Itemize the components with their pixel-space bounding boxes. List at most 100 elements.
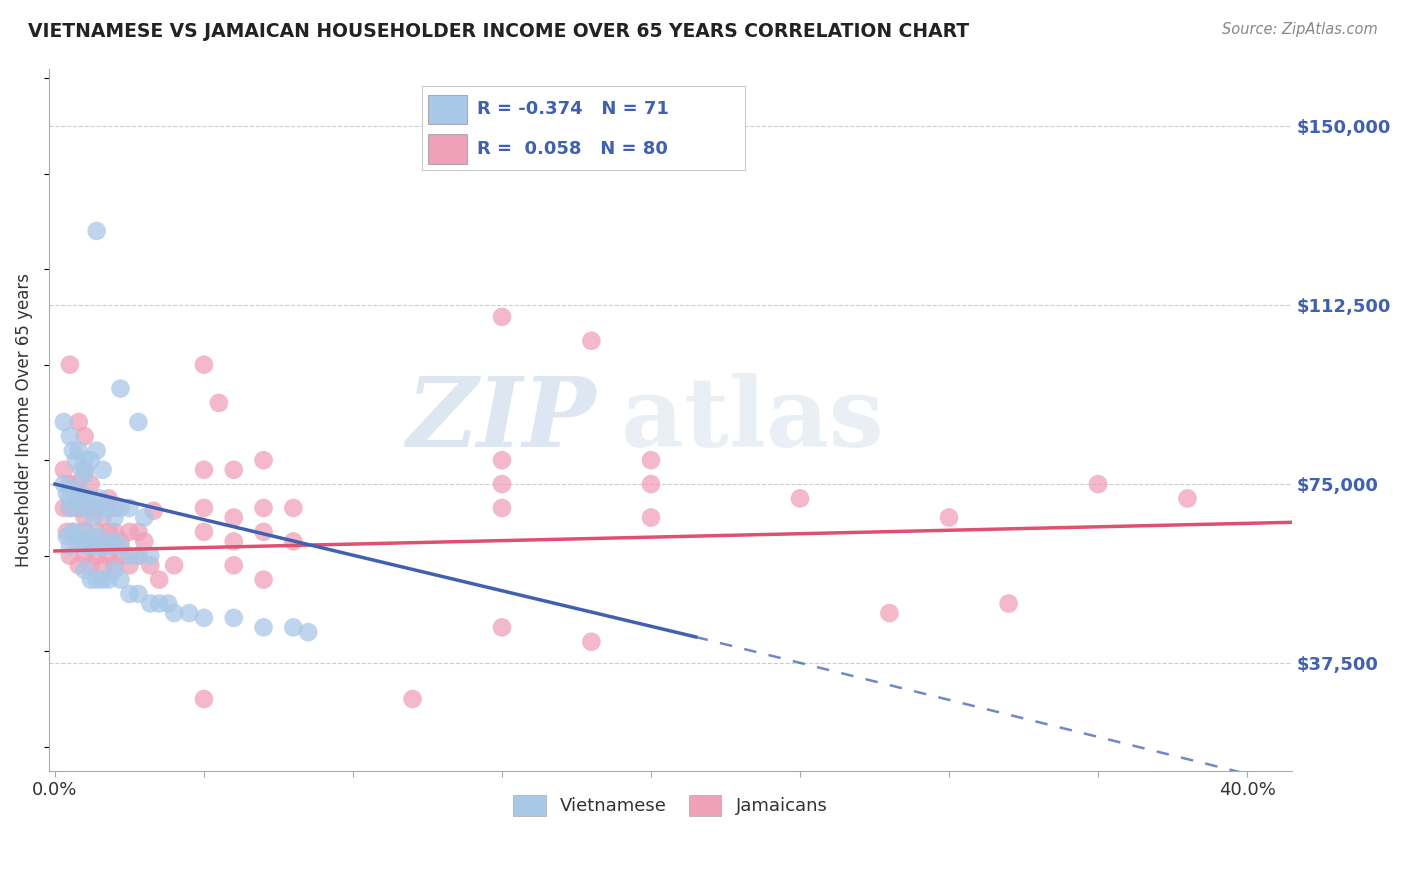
- Point: [52, 477, 75, 491]
- Point: [83, 510, 105, 524]
- Point: [73, 510, 96, 524]
- Point: [139, 597, 162, 611]
- Point: [80, 477, 103, 491]
- Point: [59, 549, 82, 563]
- Point: [86, 500, 108, 515]
- Point: [65, 491, 87, 506]
- Point: [193, 524, 215, 539]
- Point: [73, 429, 96, 443]
- Point: [59, 358, 82, 372]
- Point: [252, 620, 274, 634]
- Point: [59, 491, 82, 506]
- Point: [163, 606, 186, 620]
- Point: [103, 563, 125, 577]
- Point: [118, 558, 141, 573]
- Point: [208, 396, 231, 410]
- Point: [67, 558, 90, 573]
- Point: [86, 224, 108, 238]
- Y-axis label: Householder Income Over 65 years: Householder Income Over 65 years: [15, 273, 32, 566]
- Point: [65, 453, 87, 467]
- Point: [59, 500, 82, 515]
- Point: [103, 558, 125, 573]
- Point: [86, 573, 108, 587]
- Point: [86, 524, 108, 539]
- Point: [97, 539, 120, 553]
- Point: [91, 558, 114, 573]
- Point: [52, 500, 75, 515]
- Point: [118, 524, 141, 539]
- Point: [640, 453, 662, 467]
- Point: [59, 539, 82, 553]
- Point: [97, 500, 120, 515]
- Point: [789, 491, 811, 506]
- Point: [1087, 477, 1109, 491]
- Point: [80, 534, 103, 549]
- Point: [67, 500, 90, 515]
- Point: [139, 558, 162, 573]
- Point: [70, 486, 93, 500]
- Point: [491, 453, 513, 467]
- Point: [73, 563, 96, 577]
- Point: [97, 491, 120, 506]
- Point: [252, 500, 274, 515]
- Point: [134, 510, 156, 524]
- Point: [80, 491, 103, 506]
- Point: [1177, 491, 1199, 506]
- Point: [91, 463, 114, 477]
- Point: [142, 504, 165, 518]
- Point: [110, 382, 132, 396]
- Point: [62, 524, 84, 539]
- Point: [879, 606, 901, 620]
- Point: [73, 491, 96, 506]
- Point: [70, 524, 93, 539]
- Text: Source: ZipAtlas.com: Source: ZipAtlas.com: [1222, 22, 1378, 37]
- Point: [103, 524, 125, 539]
- Point: [83, 534, 105, 549]
- Point: [148, 597, 170, 611]
- Point: [91, 573, 114, 587]
- Point: [134, 534, 156, 549]
- Point: [73, 549, 96, 563]
- Point: [118, 549, 141, 563]
- Point: [97, 573, 120, 587]
- Point: [640, 510, 662, 524]
- Point: [65, 500, 87, 515]
- Point: [62, 482, 84, 496]
- Point: [73, 463, 96, 477]
- Point: [89, 530, 111, 544]
- Point: [127, 587, 149, 601]
- Point: [91, 510, 114, 524]
- Point: [110, 539, 132, 553]
- Point: [76, 539, 98, 553]
- Point: [91, 539, 114, 553]
- Point: [157, 597, 180, 611]
- Legend: Vietnamese, Jamaicans: Vietnamese, Jamaicans: [505, 786, 837, 825]
- Point: [222, 510, 245, 524]
- Point: [59, 477, 82, 491]
- Point: [67, 534, 90, 549]
- Point: [73, 524, 96, 539]
- Point: [997, 597, 1019, 611]
- Point: [59, 429, 82, 443]
- Text: ZIP: ZIP: [406, 373, 596, 467]
- Point: [80, 500, 103, 515]
- Point: [110, 500, 132, 515]
- Point: [52, 463, 75, 477]
- Point: [193, 692, 215, 706]
- Point: [297, 625, 319, 640]
- Text: VIETNAMESE VS JAMAICAN HOUSEHOLDER INCOME OVER 65 YEARS CORRELATION CHART: VIETNAMESE VS JAMAICAN HOUSEHOLDER INCOM…: [28, 22, 969, 41]
- Point: [118, 587, 141, 601]
- Point: [67, 486, 90, 500]
- Point: [80, 573, 103, 587]
- Point: [76, 500, 98, 515]
- Point: [67, 534, 90, 549]
- Point: [103, 500, 125, 515]
- Point: [222, 534, 245, 549]
- Point: [73, 453, 96, 467]
- Point: [110, 573, 132, 587]
- Point: [148, 573, 170, 587]
- Point: [59, 500, 82, 515]
- Text: atlas: atlas: [620, 373, 883, 467]
- Point: [73, 534, 96, 549]
- Point: [62, 524, 84, 539]
